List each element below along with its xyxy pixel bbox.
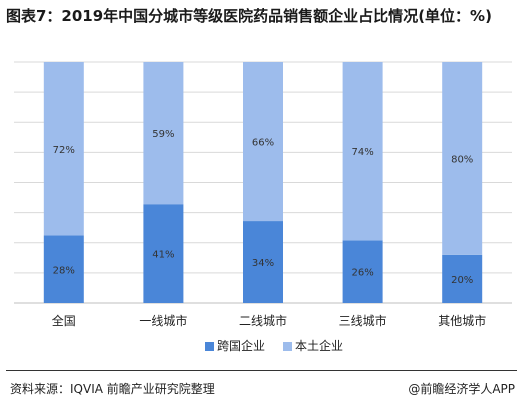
bar-segment xyxy=(143,62,184,205)
data-label: 66% xyxy=(252,138,274,149)
x-tick-label: 三线城市 xyxy=(339,313,387,328)
data-label: 41% xyxy=(152,250,174,261)
bar-segment xyxy=(342,62,383,241)
data-label: 26% xyxy=(351,268,373,279)
bar-segment xyxy=(243,62,283,222)
data-label: 59% xyxy=(152,129,174,140)
stacked-bar-chart: 28% 72% 41% 59% 34% 66% 26% 74% 20% 80% 全国 一线城市 二线城… xyxy=(14,61,512,353)
data-label: 20% xyxy=(451,275,473,286)
brand-credit: @前瞻经济学人APP xyxy=(408,382,515,396)
x-tick-label: 全国 xyxy=(52,313,76,328)
legend-swatch xyxy=(205,342,214,351)
chart-title: 图表7：2019年中国分城市等级医院药品销售额企业占比情况(单位：%) xyxy=(6,7,492,25)
data-label: 74% xyxy=(351,147,373,158)
data-label: 34% xyxy=(252,258,274,269)
bar-segment xyxy=(342,240,383,303)
source-note: 资料来源：IQVIA 前瞻产业研究院整理 xyxy=(10,382,215,396)
bar-segment xyxy=(143,204,184,303)
footer-divider xyxy=(6,370,517,371)
bar-segment xyxy=(43,235,84,303)
legend-label: 跨国企业 xyxy=(217,338,265,353)
data-labels: 28% 72% 41% 59% 34% 66% 26% 74% 20% 80% xyxy=(53,129,474,286)
legend-swatch xyxy=(283,342,292,351)
x-tick-label: 一线城市 xyxy=(139,313,187,328)
bar-segment xyxy=(243,221,283,303)
x-tick-label: 二线城市 xyxy=(239,313,287,328)
legend-label: 本土企业 xyxy=(295,338,343,353)
x-tick-labels: 全国 一线城市 二线城市 三线城市 其他城市 xyxy=(52,313,486,328)
legend: 跨国企业 本土企业 xyxy=(205,338,343,353)
bar-segment xyxy=(442,62,483,255)
footer: 资料来源：IQVIA 前瞻产业研究院整理 @前瞻经济学人APP xyxy=(0,370,523,409)
data-label: 28% xyxy=(53,265,75,276)
bar-segment xyxy=(442,254,483,303)
x-tick-label: 其他城市 xyxy=(438,313,486,328)
data-label: 80% xyxy=(451,154,473,165)
data-label: 72% xyxy=(53,145,75,156)
bar-segment xyxy=(43,62,84,236)
bars xyxy=(43,62,483,303)
